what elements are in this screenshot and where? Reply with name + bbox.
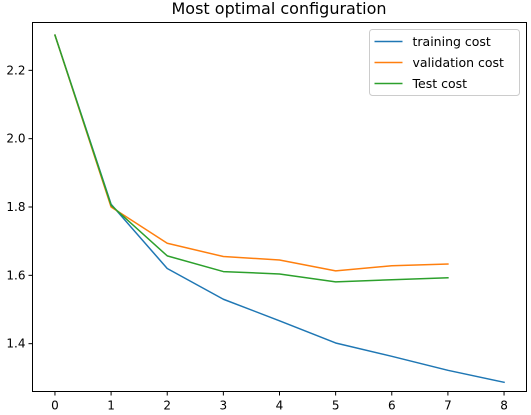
data-series (54, 34, 505, 384)
x-tick-label: 6 (388, 399, 396, 413)
x-tick-label: 8 (500, 399, 508, 413)
training-cost-line (54, 34, 505, 384)
legend-box (369, 29, 520, 96)
y-tick-label: 1.4 (6, 337, 25, 351)
x-tick-label: 0 (51, 399, 59, 413)
x-tick-label: 1 (107, 399, 115, 413)
chart-title: Most optimal configuration (171, 0, 386, 18)
x-tick-label: 2 (163, 399, 171, 413)
plot-area-frame (32, 22, 527, 392)
legend-label-validation-cost: validation cost (413, 55, 505, 70)
x-tick-label: 7 (444, 399, 452, 413)
chart-legend: training cost validation cost Test cost (369, 29, 520, 96)
y-tick-label: 1.6 (6, 268, 25, 282)
y-tick-label: 2.0 (6, 132, 25, 146)
y-tick-label: 1.8 (6, 200, 25, 214)
x-tick-label: 3 (220, 399, 228, 413)
legend-label-test-cost: Test cost (412, 76, 468, 91)
x-tick-label: 4 (276, 399, 284, 413)
axis-ticks: 0 1 2 3 4 5 6 7 8 1.4 1.6 1.8 2.0 2.2 (6, 63, 507, 412)
test-cost-line (54, 34, 449, 283)
y-tick-label: 2.2 (6, 63, 25, 77)
legend-label-training-cost: training cost (413, 34, 491, 49)
x-tick-label: 5 (332, 399, 340, 413)
